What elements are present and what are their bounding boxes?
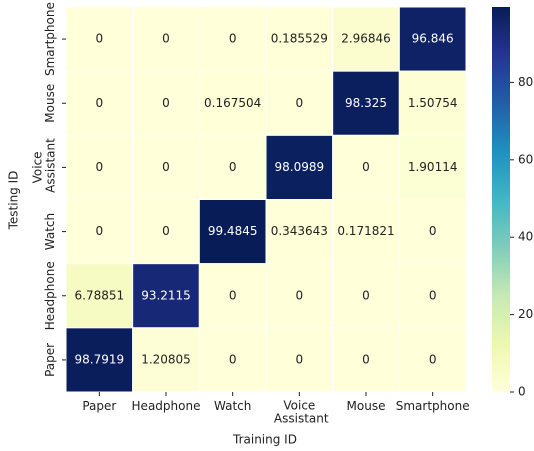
cell-label: 93.2115 [141,288,191,302]
cell-label: 96.846 [412,32,454,46]
cell-label: 0 [429,352,437,366]
cell-label: 0 [162,224,170,238]
cell-label: 1.90114 [408,160,458,174]
cell [265,263,334,329]
cell [198,6,267,72]
cell-label: 98.0989 [275,160,325,174]
cell-label: 0 [429,224,437,238]
cell [132,199,200,265]
cell-label: 0 [296,352,304,366]
colorbar [492,7,510,392]
cell [398,134,467,200]
cell-label: 0.343643 [271,224,328,238]
cell-label: 0 [96,32,104,46]
cell-label: 1.20805 [141,352,191,366]
y-tick-label: Mouse [43,84,57,123]
x-tick-label: Mouse [347,399,386,413]
cell [265,134,334,200]
cell-label: 0 [96,224,104,238]
cell-label: 0 [296,288,304,302]
cell-label: 0 [162,96,170,110]
cell [332,199,400,265]
colorbar-tick-label: 20 [518,307,533,321]
y-tick-label: Paper [43,343,57,377]
x-tick-label: Watch [214,399,251,413]
x-axis-label: Training ID [232,433,297,447]
x-tick-label: Smartphone [396,399,470,413]
cell [398,263,467,329]
cell-label: 0 [362,160,370,174]
cell-label: 0 [229,32,237,46]
cell-label: 0 [162,32,170,46]
cell-label: 1.50754 [408,96,458,110]
colorbar-tick-label: 40 [518,230,533,244]
cell [65,6,134,72]
cell-label: 0 [362,288,370,302]
cell [132,6,200,72]
y-tick-label: Voice Assistant [30,138,57,197]
colorbar-tick-label: 80 [518,75,533,89]
cell [332,263,400,329]
cell-label: 6.78851 [75,288,125,302]
cell-label: 0 [229,160,237,174]
cell [332,134,400,200]
cell [132,70,200,136]
cell-label: 0 [229,352,237,366]
cell-label: 0 [296,96,304,110]
x-tick-label: Paper [82,399,116,413]
cell [65,263,134,329]
cell [265,199,334,265]
y-tick-label: Smartphone [43,2,57,76]
cell [398,199,467,265]
cell [398,70,467,136]
cell-label: 0 [362,352,370,366]
cell-label: 98.7919 [75,352,125,366]
y-tick-label: Watch [43,213,57,250]
y-tick-label: Headphone [43,261,57,330]
cell [65,327,134,393]
cell-label: 99.4845 [208,224,258,238]
cell-label: 0 [96,96,104,110]
x-tick-label: Headphone [132,399,201,413]
cell [65,199,134,265]
cell [265,6,334,72]
cell-label: 0 [229,288,237,302]
cell-label: 98.325 [345,96,387,110]
cell-label: 0.167504 [204,96,261,110]
cell [198,199,267,265]
cell [398,6,467,72]
y-axis-label: Testing ID [7,171,21,231]
cell-label: 2.96846 [341,32,391,46]
cell-label: 0.171821 [337,224,394,238]
cell [132,134,200,200]
colorbar-tick-label: 0 [518,385,526,399]
cell-label: 0 [96,160,104,174]
colorbar-tick-label: 60 [518,152,533,166]
cell [398,327,467,393]
cell [265,70,334,136]
x-tick-label: Voice Assistant [270,398,329,425]
cell [198,263,267,329]
cell-label: 0 [162,160,170,174]
cell-label: 0 [429,288,437,302]
cell-label: 0.185529 [271,32,328,46]
